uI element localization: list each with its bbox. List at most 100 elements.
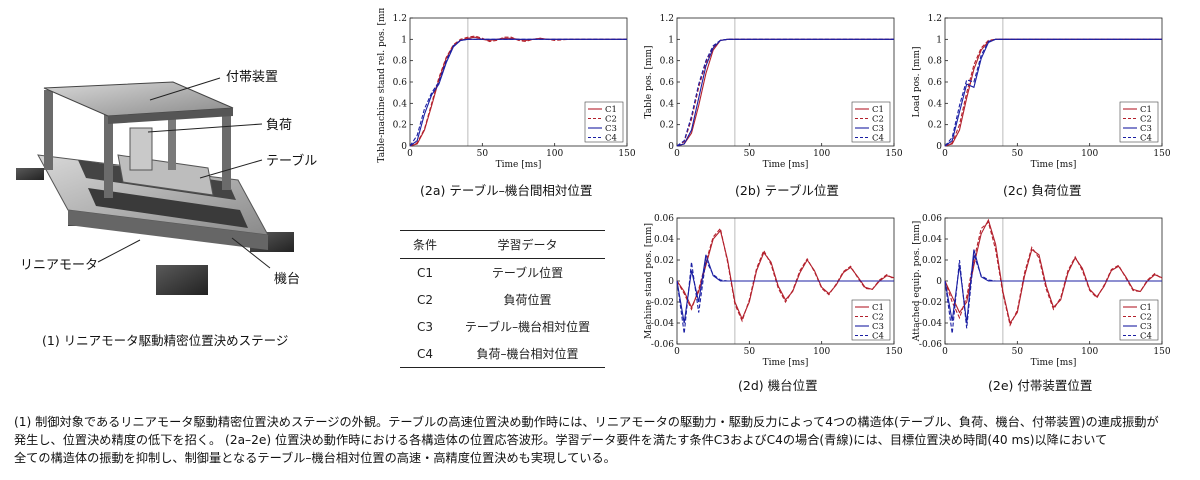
y-axis-label: Attached equip. pos. [mm] [912, 221, 922, 343]
legend-box [1119, 299, 1159, 341]
caption-2b: (2b) テーブル位置 [735, 183, 839, 198]
legend-label: C1 [605, 105, 617, 115]
x-tick-label: 100 [1081, 347, 1098, 357]
x-tick-label: 100 [1081, 149, 1098, 159]
leader-base [231, 237, 271, 269]
legend-label: C3 [605, 124, 617, 134]
legend-label: C2 [1140, 115, 1152, 125]
legend-box [851, 101, 891, 143]
leader-motor [97, 239, 141, 263]
photo-leaders [97, 77, 271, 269]
series-line-c4 [676, 38, 894, 147]
legend-label: C1 [1140, 303, 1152, 313]
table-cell-data: 負荷–機台相対位置 [476, 347, 579, 361]
x-axis-label: Time [ms] [1031, 358, 1077, 368]
legend-box [851, 299, 891, 341]
chart-c-svg: 0 50 100 150 0 0.2 0.4 0.6 0.8 1 1.2 Time [ms] Load … [912, 14, 1171, 170]
post-shape [44, 90, 53, 170]
base-side-shape [68, 210, 268, 250]
y-tick-label: 0 [936, 142, 942, 152]
x-tick-label: 0 [674, 149, 680, 159]
legend-label: C1 [872, 303, 884, 313]
y-tick-label: 1.2 [660, 14, 674, 24]
chart-e-svg: 0 50 100 150 -0.06 -0.04 -0.02 0 0.02 0.04 0.06 Tim… [912, 214, 1171, 368]
table-row: C4 負荷–機台相対位置 [400, 340, 605, 368]
series-line-c2 [944, 221, 1163, 327]
table-row: C1 テーブル位置 [400, 259, 605, 287]
x-tick-label: 150 [885, 149, 902, 159]
x-tick-label: 0 [674, 347, 680, 357]
y-tick-label: 0.6 [660, 78, 675, 88]
caption-2c: (2c) 負荷位置 [1003, 183, 1082, 198]
x-tick-label: 100 [546, 149, 563, 159]
table-cell-data: テーブル–機台相対位置 [464, 320, 591, 334]
table-cell-data: テーブル位置 [491, 266, 564, 280]
post-shape [168, 100, 176, 170]
figure-caption: (1) 制御対象であるリニアモータ駆動精密位置決めステージの外観。テーブルの高速… [14, 413, 1189, 467]
x-tick-label: 0 [942, 347, 948, 357]
x-tick-label: 50 [477, 149, 489, 159]
plot-c: 0 50 100 150 0 0.2 0.4 0.6 0.8 1 1.2 Time [ms] Load … [910, 8, 1172, 178]
series-line-c4 [944, 38, 1162, 147]
x-tick-label: 150 [1153, 149, 1170, 159]
legend-label: C1 [872, 105, 884, 115]
y-tick-label: -0.04 [651, 319, 674, 329]
label-table: テーブル [266, 154, 318, 169]
table-header-row: 条件 学習データ [400, 230, 605, 259]
x-axis-label: Time [ms] [763, 358, 809, 368]
y-tick-label: 0.2 [928, 121, 942, 131]
y-tick-label: -0.04 [919, 319, 942, 329]
table-cell-condition: C2 [416, 292, 433, 307]
photo-caption: (1) リニアモータ駆動精密位置決めステージ [42, 333, 289, 348]
legend-box [1119, 101, 1159, 143]
y-tick-label: 1.2 [928, 14, 942, 24]
label-load: 負荷 [266, 118, 293, 133]
legend-label: C3 [872, 124, 884, 134]
foot-shape [16, 168, 44, 180]
label-attached-equipment: 付帯装置 [226, 70, 279, 85]
legend-label: C4 [1140, 332, 1152, 342]
y-axis-label: Table-machine stand rel. pos. [mm] [377, 8, 387, 163]
leader-load [147, 123, 263, 133]
series-line-c3 [676, 38, 894, 147]
legend-label: C4 [872, 134, 884, 144]
chart-a-svg: 0 50 100 150 0 0.2 0.4 0.6 0.8 1 1.2 Time [ms] Table… [377, 8, 636, 170]
foot-shape [156, 265, 208, 295]
legend-label: C4 [605, 134, 617, 144]
y-tick-label: 0.6 [393, 78, 408, 88]
y-tick-label: 0.8 [660, 57, 675, 67]
x-tick-label: 150 [885, 347, 902, 357]
legend-label: C3 [872, 322, 884, 332]
legend-label: C3 [1140, 124, 1152, 134]
x-axis-label: Time [ms] [763, 160, 809, 170]
chart-b-svg: 0 50 100 150 0 0.2 0.4 0.6 0.8 1 1.2 Time [ms] Table… [644, 14, 903, 170]
series-line-c4 [944, 254, 1162, 334]
plot-d: 0 50 100 150 -0.06 -0.04 -0.02 0 0.02 0.04 0.06 Tim… [642, 208, 904, 376]
y-tick-label: 1 [936, 35, 942, 45]
y-tick-label: 0.4 [393, 99, 408, 109]
x-tick-label: 50 [744, 149, 756, 159]
y-tick-label: 0 [401, 142, 407, 152]
table-cell-data: 負荷位置 [503, 293, 552, 307]
y-tick-label: -0.02 [919, 298, 942, 308]
post-shape [222, 110, 231, 190]
plot-a: 0 50 100 150 0 0.2 0.4 0.6 0.8 1 1.2 Time [ms] Table… [375, 8, 637, 178]
plot-b: 0 50 100 150 0 0.2 0.4 0.6 0.8 1 1.2 Time [ms] Table… [642, 8, 904, 178]
legend-label: C1 [1140, 105, 1152, 115]
chart-d-svg: 0 50 100 150 -0.06 -0.04 -0.02 0 0.02 0.04 0.06 Tim… [644, 214, 903, 368]
series-line-c2 [676, 227, 895, 323]
conditions-table: 条件 学習データ C1 テーブル位置 C2 負荷位置 C3 テーブル–機台相対位… [400, 230, 605, 368]
y-tick-label: 0.04 [654, 235, 674, 245]
table-row: C2 負荷位置 [400, 286, 605, 313]
table-header-condition: 条件 [412, 238, 437, 252]
x-tick-label: 100 [813, 149, 830, 159]
leader-table [199, 159, 263, 179]
table-cell-condition: C1 [416, 265, 433, 280]
y-tick-label: 0.04 [922, 235, 942, 245]
y-tick-label: 0 [668, 142, 674, 152]
x-tick-label: 50 [1012, 347, 1024, 357]
y-tick-label: 0 [668, 277, 674, 287]
x-tick-label: 100 [813, 347, 830, 357]
y-tick-label: 1 [401, 35, 407, 45]
x-tick-label: 50 [744, 347, 756, 357]
